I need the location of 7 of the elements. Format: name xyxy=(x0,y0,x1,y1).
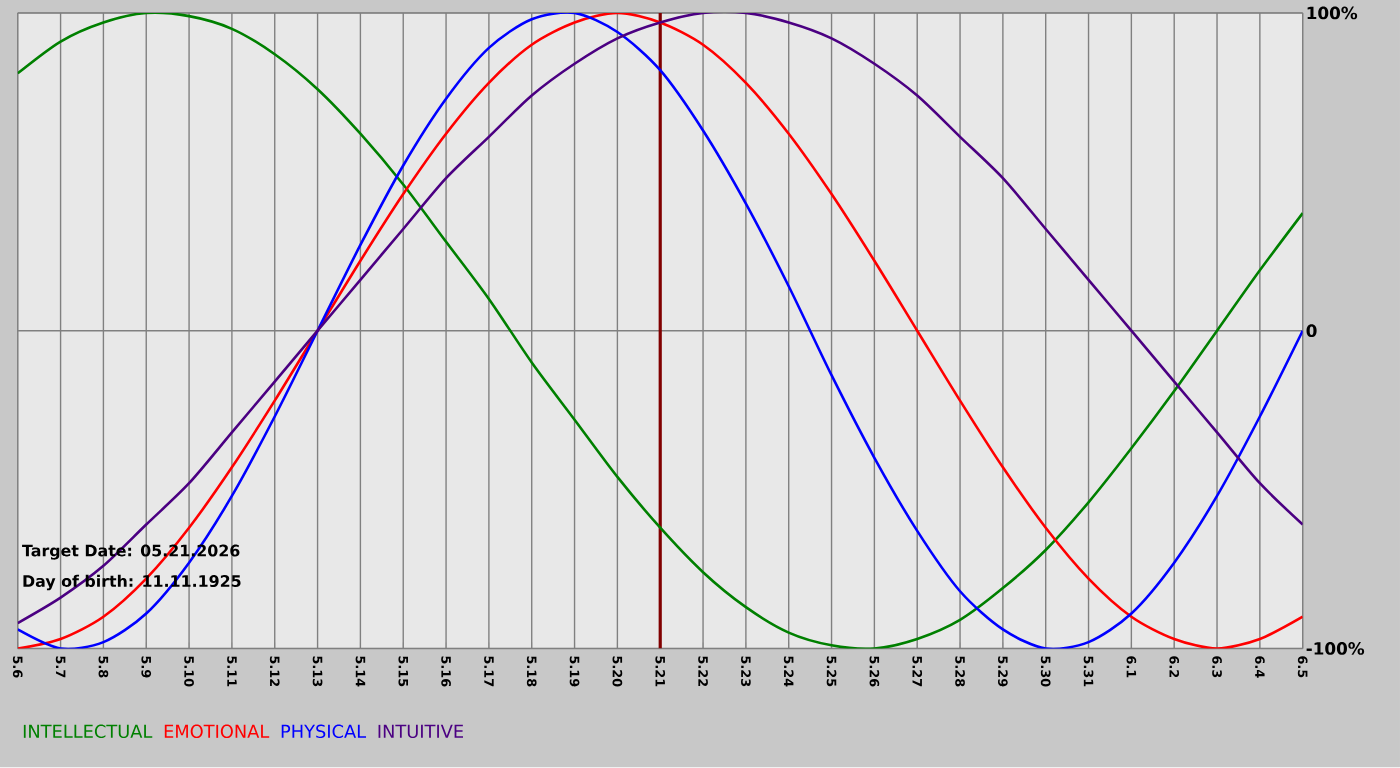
text: PHYSICAL xyxy=(281,724,367,739)
y-tick-label: 0 xyxy=(1306,324,1317,338)
text: INTELLECTUAL xyxy=(23,724,153,739)
text: INTUITIVE xyxy=(378,725,463,739)
text: EMOTIONAL xyxy=(164,724,270,739)
y-tick-label: 100% xyxy=(1307,6,1358,20)
y-tick-label: -100% xyxy=(1306,642,1365,656)
